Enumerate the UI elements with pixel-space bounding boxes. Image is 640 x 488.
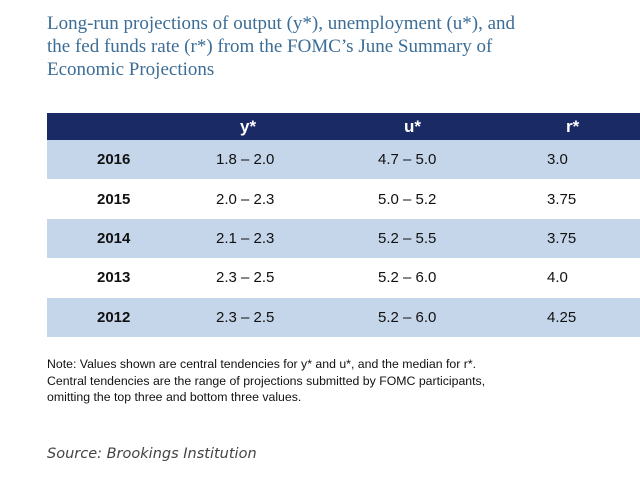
row-r-star: 3.0: [547, 151, 568, 169]
table-row: 2013 2.3 – 2.5 5.2 – 6.0 4.0: [47, 258, 640, 298]
title-line: Economic Projections: [47, 59, 215, 80]
title-line: Long-run projections of output (y*), une…: [47, 13, 516, 34]
table-note: Note: Values shown are central tendencie…: [47, 356, 587, 406]
row-y-star: 2.3 – 2.5: [216, 308, 275, 326]
row-r-star: 3.75: [547, 229, 577, 247]
header-year: [47, 113, 215, 140]
row-r-star: 4.25: [547, 308, 577, 326]
row-u-star: 5.2 – 6.0: [378, 308, 437, 326]
table-row: 2014 2.1 – 2.3 5.2 – 5.5 3.75: [47, 218, 640, 259]
table-row: 2012 2.3 – 2.5 5.2 – 6.0 4.25: [47, 297, 640, 337]
note-line: omitting the top three and bottom three …: [47, 390, 302, 404]
row-year: 2012: [97, 308, 131, 326]
header-y-star: y*: [240, 116, 257, 136]
header-r-star: r*: [566, 116, 580, 136]
row-u-star: 5.0 – 5.2: [378, 190, 437, 208]
projections-table: y* u* r* 2016 1.8 – 2.0 4.7 – 5.0 3.0 20…: [47, 113, 640, 337]
source-credit: Source: Brookings Institution: [47, 446, 257, 462]
row-u-star: 5.2 – 5.5: [378, 229, 437, 247]
row-y-star: 1.8 – 2.0: [216, 151, 275, 169]
row-y-star: 2.0 – 2.3: [216, 190, 275, 208]
row-year: 2013: [97, 269, 131, 287]
row-u-star: 4.7 – 5.0: [378, 151, 437, 169]
page-title: Long-run projections of output (y*), une…: [47, 12, 627, 81]
row-y-star: 2.1 – 2.3: [216, 229, 275, 247]
projections-table-panel: y* u* r* 2016 1.8 – 2.0 4.7 – 5.0 3.0 20…: [47, 113, 640, 337]
note-line: Note: Values shown are central tendencie…: [47, 357, 477, 371]
table-row: 2016 1.8 – 2.0 4.7 – 5.0 3.0: [47, 140, 640, 180]
note-line: Central tendencies are the range of proj…: [47, 373, 486, 388]
row-year: 2014: [97, 229, 131, 247]
row-u-star: 5.2 – 6.0: [378, 269, 437, 287]
row-y-star: 2.3 – 2.5: [216, 269, 275, 287]
row-year: 2015: [97, 190, 131, 208]
row-year: 2016: [97, 151, 131, 169]
table-row: 2015 2.0 – 2.3 5.0 – 5.2 3.75: [47, 179, 640, 219]
row-r-star: 3.75: [547, 190, 577, 208]
table-header-row: y* u* r*: [47, 113, 640, 140]
header-u-star: u*: [404, 116, 421, 136]
row-r-star: 4.0: [547, 269, 568, 287]
title-line: the fed funds rate (r*) from the FOMC’s …: [47, 36, 493, 57]
